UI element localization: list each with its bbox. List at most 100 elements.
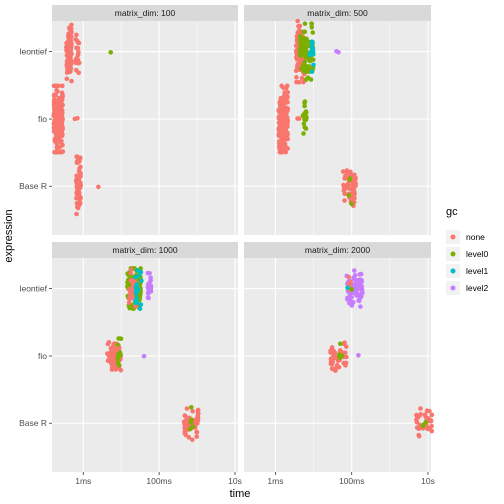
data-point-none — [65, 56, 71, 62]
data-point-none — [75, 115, 80, 121]
data-point-level1 — [138, 269, 144, 275]
data-point-none — [73, 67, 79, 73]
data-point-level0 — [302, 99, 308, 104]
data-point-level0 — [115, 356, 121, 361]
data-point-none — [195, 410, 201, 416]
data-point-level1 — [135, 286, 141, 292]
data-point-none — [60, 126, 65, 132]
data-point-none — [52, 100, 57, 106]
data-point-none — [282, 141, 288, 147]
facet-panel: matrix_dim: 500 — [244, 5, 431, 235]
data-point-none — [65, 64, 71, 69]
data-point-none — [342, 350, 348, 355]
data-point-level1 — [137, 306, 143, 312]
data-point-none — [279, 135, 284, 140]
data-point-none — [279, 108, 285, 114]
data-point-none — [295, 56, 300, 62]
data-point-level1 — [133, 274, 138, 280]
data-point-none — [52, 129, 58, 134]
data-point-level0 — [115, 352, 121, 358]
data-point-none — [195, 418, 201, 423]
facet-strip — [244, 242, 431, 258]
data-point-level2 — [346, 296, 352, 301]
legend-label: none — [466, 232, 485, 242]
data-point-none — [277, 102, 283, 108]
data-point-none — [351, 181, 357, 186]
x-tick-label: 10s — [228, 476, 242, 486]
data-point-none — [54, 145, 60, 151]
data-point-level0 — [115, 342, 120, 347]
data-point-level0 — [301, 29, 306, 35]
data-point-none — [194, 429, 200, 435]
x-tick-label: 1ms — [75, 476, 91, 486]
data-point-none — [340, 169, 346, 174]
data-point-none — [344, 354, 349, 360]
data-point-level0 — [337, 341, 343, 347]
data-point-none — [182, 425, 188, 430]
data-point-level0 — [302, 21, 308, 26]
data-point-level0 — [301, 121, 307, 127]
data-point-level0 — [305, 64, 310, 69]
legend-key-none — [450, 234, 456, 240]
data-point-none — [108, 354, 113, 359]
data-point-none — [348, 186, 354, 192]
data-point-none — [77, 200, 83, 205]
data-point-none — [414, 412, 419, 418]
data-point-level0 — [188, 419, 194, 425]
data-point-none — [341, 360, 347, 366]
data-point-none — [342, 191, 348, 197]
data-point-none — [343, 344, 349, 349]
data-point-level2 — [147, 270, 152, 276]
data-point-none — [422, 413, 428, 418]
data-point-none — [74, 56, 79, 61]
data-point-level0 — [127, 305, 132, 311]
data-point-level2 — [141, 353, 147, 359]
data-point-none — [331, 348, 337, 354]
legend-label: level2 — [466, 283, 488, 293]
data-point-none — [345, 182, 350, 188]
data-point-none — [74, 191, 80, 197]
data-point-none — [54, 149, 59, 155]
data-point-level0 — [304, 114, 309, 120]
data-point-none — [75, 154, 80, 159]
data-point-none — [52, 139, 58, 144]
data-point-level0 — [297, 49, 303, 54]
data-point-none — [184, 406, 190, 411]
data-point-none — [296, 23, 301, 29]
data-point-none — [52, 92, 57, 98]
legend-label: level1 — [466, 266, 488, 276]
facet-strip-label: matrix_dim: 100 — [115, 8, 176, 18]
data-point-none — [280, 85, 286, 90]
data-point-none — [77, 166, 82, 171]
data-point-level1 — [311, 62, 316, 68]
data-point-none — [76, 186, 82, 191]
data-point-none — [128, 270, 134, 276]
data-point-none — [294, 75, 299, 80]
data-point-level0 — [310, 30, 316, 35]
x-tick-label: 1ms — [267, 476, 283, 486]
data-point-none — [277, 149, 283, 155]
y-tick-label: Base R — [19, 181, 47, 191]
data-point-none — [59, 83, 65, 89]
data-point-none — [105, 341, 111, 347]
data-point-none — [295, 18, 301, 24]
data-point-none — [78, 196, 83, 201]
data-point-none — [416, 433, 422, 439]
data-point-level2 — [360, 290, 365, 296]
legend-title: gc — [446, 206, 458, 218]
data-point-none — [57, 130, 63, 136]
data-point-none — [281, 124, 286, 130]
data-point-none — [59, 142, 65, 148]
legend-key-level0 — [450, 251, 456, 257]
data-point-level0 — [118, 336, 124, 342]
data-point-none — [341, 185, 347, 190]
data-point-none — [297, 27, 302, 33]
data-point-none — [126, 287, 132, 292]
data-point-none — [55, 89, 60, 94]
data-point-none — [64, 70, 70, 75]
panel-background — [52, 258, 238, 472]
data-point-none — [427, 426, 433, 432]
data-point-level2 — [146, 289, 151, 295]
data-point-none — [126, 300, 132, 305]
data-point-none — [333, 368, 338, 373]
